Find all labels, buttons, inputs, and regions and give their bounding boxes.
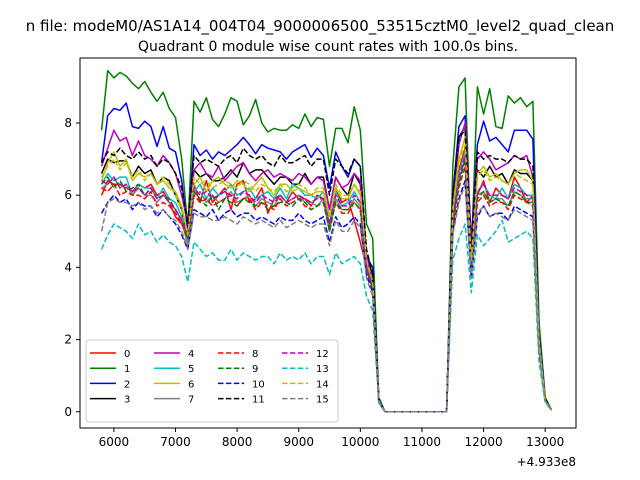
x-tick-label: 13000 bbox=[526, 435, 564, 449]
legend-label-14: 14 bbox=[316, 379, 329, 390]
series-line-11 bbox=[100, 129, 553, 413]
x-tick-label: 8000 bbox=[222, 435, 253, 449]
legend-label-0: 0 bbox=[124, 349, 130, 360]
series-line-14 bbox=[100, 143, 553, 413]
x-tick-label: 7000 bbox=[160, 435, 191, 449]
x-tick-label: 10000 bbox=[341, 435, 379, 449]
chart-title: Quadrant 0 module wise count rates with … bbox=[138, 39, 518, 55]
series-line-13 bbox=[100, 219, 552, 413]
x-tick-label: 12000 bbox=[464, 435, 502, 449]
y-tick-label: 0 bbox=[64, 405, 72, 419]
y-tick-label: 6 bbox=[64, 188, 72, 202]
legend-label-6: 6 bbox=[188, 379, 194, 390]
legend-label-11: 11 bbox=[252, 395, 265, 406]
legend-label-13: 13 bbox=[316, 364, 329, 375]
y-tick-label: 4 bbox=[64, 260, 72, 274]
series-line-10 bbox=[100, 179, 553, 413]
plot-frame bbox=[79, 57, 577, 429]
legend-box bbox=[85, 339, 339, 423]
x-offset-label: +4.933e8 bbox=[517, 455, 576, 469]
legend-label-1: 1 bbox=[124, 364, 130, 375]
x-axis: 6000 7000 8000 9000 10000 11000 12000 13000 bbox=[99, 428, 564, 449]
figure-suptitle: n file: modeM0/AS1A14_004T04_9000006500_… bbox=[26, 17, 615, 36]
series-line-1 bbox=[100, 69, 553, 413]
y-tick-label: 8 bbox=[64, 116, 72, 130]
legend-label-12: 12 bbox=[316, 349, 329, 360]
legend-label-2: 2 bbox=[124, 379, 130, 390]
x-tick-label: 11000 bbox=[403, 435, 441, 449]
series-line-12 bbox=[101, 154, 553, 413]
legend-label-7: 7 bbox=[188, 395, 194, 406]
legend-label-4: 4 bbox=[188, 349, 194, 360]
legend-label-10: 10 bbox=[252, 379, 265, 390]
legend-label-3: 3 bbox=[124, 395, 130, 406]
x-tick-label: 9000 bbox=[283, 435, 314, 449]
x-tick-label: 6000 bbox=[99, 435, 130, 449]
series-line-15 bbox=[100, 183, 553, 413]
legend-label-8: 8 bbox=[252, 349, 258, 360]
y-axis: 0 2 4 6 8 bbox=[64, 116, 80, 419]
series-layer bbox=[100, 69, 553, 413]
legend-label-9: 9 bbox=[252, 364, 258, 375]
legend-label-5: 5 bbox=[188, 364, 194, 375]
y-tick-label: 2 bbox=[64, 333, 72, 347]
legend-label-15: 15 bbox=[316, 395, 329, 406]
